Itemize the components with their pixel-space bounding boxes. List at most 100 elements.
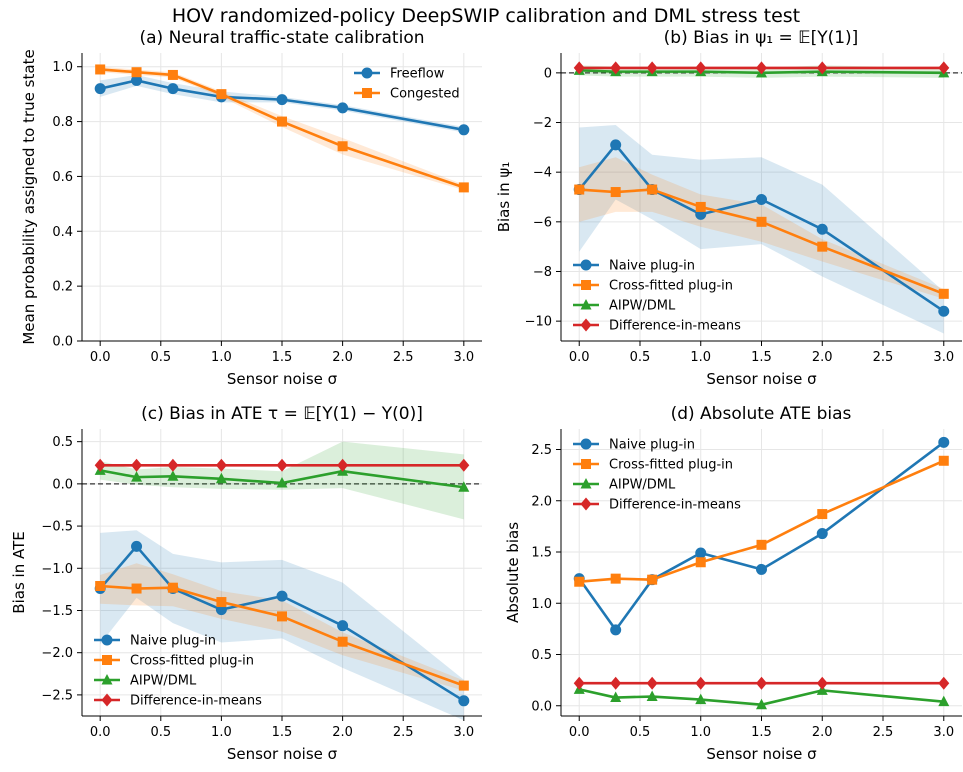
y-axis-label: Bias in ψ₁ xyxy=(495,162,513,233)
point-cross-fitted-plug-in xyxy=(458,680,469,691)
point-difference-in-means xyxy=(756,61,767,75)
band-naive-plug-in xyxy=(100,530,464,721)
legend-label-freeflow: Freeflow xyxy=(390,67,445,82)
point-cross-fitted-plug-in xyxy=(95,581,106,592)
point-naive-plug-in xyxy=(938,305,950,317)
y-tick-label: 0.0 xyxy=(52,477,73,492)
x-tick-label: 0.5 xyxy=(630,350,651,365)
x-tick-label: 3.0 xyxy=(453,350,474,365)
x-tick-label: 1.5 xyxy=(272,725,293,740)
point-congested xyxy=(458,182,469,193)
point-aipw-dml xyxy=(215,472,227,484)
point-congested xyxy=(131,67,142,78)
legend-marker-aipw-dml xyxy=(580,478,592,489)
point-freeflow xyxy=(276,94,288,106)
y-tick-label: −2.5 xyxy=(41,688,73,703)
point-difference-in-means xyxy=(756,676,767,690)
point-freeflow xyxy=(337,102,349,114)
point-naive-plug-in xyxy=(276,590,288,602)
point-difference-in-means xyxy=(458,458,470,472)
legend-label-cross-fitted-plug-in: Cross-fitted plug-in xyxy=(609,279,733,294)
point-difference-in-means xyxy=(816,676,828,690)
x-tick-label: 1.0 xyxy=(690,350,711,365)
point-difference-in-means xyxy=(94,458,106,472)
figure-suptitle: HOV randomized-policy DeepSWIP calibrati… xyxy=(172,5,800,27)
point-cross-fitted-plug-in xyxy=(277,611,287,622)
legend-label-difference-in-means: Difference-in-means xyxy=(609,319,741,334)
legend-marker-naive-plug-in xyxy=(580,259,592,271)
point-cross-fitted-plug-in xyxy=(610,187,621,198)
y-tick-label: 1.0 xyxy=(531,597,552,612)
point-cross-fitted-plug-in xyxy=(216,597,227,608)
point-naive-plug-in xyxy=(756,193,767,205)
point-aipw-dml xyxy=(458,481,470,492)
x-tick-label: 2.5 xyxy=(393,350,414,365)
point-congested xyxy=(337,141,348,152)
x-tick-label: 2.5 xyxy=(873,350,894,365)
point-cross-fitted-plug-in xyxy=(574,184,585,195)
y-tick-label: 1.5 xyxy=(531,546,552,561)
point-difference-in-means xyxy=(938,61,950,75)
legend: Freeflow Congested xyxy=(354,67,460,102)
x-axis-label: Sensor noise σ xyxy=(227,370,338,388)
legend-marker-difference-in-means xyxy=(101,693,113,707)
point-cross-fitted-plug-in xyxy=(647,574,658,585)
x-tick-label: 0.0 xyxy=(90,725,111,740)
legend-marker-naive-plug-in xyxy=(580,438,592,450)
y-tick-label: −4 xyxy=(533,166,552,181)
point-cross-fitted-plug-in xyxy=(167,582,178,593)
x-tick-label: 1.5 xyxy=(272,350,293,365)
point-difference-in-means xyxy=(695,676,707,690)
x-tick-label: 0.0 xyxy=(569,350,590,365)
legend-label-cross-fitted-plug-in: Cross-fitted plug-in xyxy=(609,458,733,473)
point-cross-fitted-plug-in xyxy=(938,288,949,299)
point-cross-fitted-plug-in xyxy=(938,455,949,466)
y-tick-label: −6 xyxy=(533,215,552,230)
x-tick-label: 1.0 xyxy=(211,725,232,740)
point-aipw-dml xyxy=(276,477,288,488)
legend-label-difference-in-means: Difference-in-means xyxy=(130,694,262,709)
point-naive-plug-in xyxy=(337,620,349,632)
point-aipw-dml xyxy=(610,691,622,703)
point-cross-fitted-plug-in xyxy=(817,241,828,252)
point-cross-fitted-plug-in xyxy=(695,557,706,568)
y-tick-label: −1.0 xyxy=(41,562,73,577)
point-naive-plug-in xyxy=(816,223,828,235)
panel-title: (c) Bias in ATE τ = 𝔼[Y(1) − Y(0)] xyxy=(141,404,423,424)
y-tick-label: −8 xyxy=(533,265,552,280)
legend-label-naive-plug-in: Naive plug-in xyxy=(609,438,695,453)
x-tick-label: 2.0 xyxy=(812,725,833,740)
point-cross-fitted-plug-in xyxy=(695,201,706,212)
x-tick-label: 1.0 xyxy=(690,725,711,740)
legend-marker-aipw-dml xyxy=(580,299,592,310)
x-tick-label: 0.5 xyxy=(630,725,651,740)
legend-marker-cross-fitted-plug-in xyxy=(581,280,591,290)
point-cross-fitted-plug-in xyxy=(817,509,828,520)
point-difference-in-means xyxy=(131,458,143,472)
point-aipw-dml xyxy=(938,695,950,707)
legend-label-naive-plug-in: Naive plug-in xyxy=(130,634,216,649)
y-tick-label: −2 xyxy=(533,116,552,131)
point-difference-in-means xyxy=(337,458,349,472)
x-tick-label: 1.5 xyxy=(751,350,772,365)
panel-d: 0.0 0.5 1.0 1.5 2.0 2.5 3.0 0.0 0.5 1.0 1.5 2.0 2.5 (… xyxy=(504,404,962,763)
y-tick-label: 2.5 xyxy=(531,443,552,458)
point-freeflow xyxy=(167,83,179,95)
point-naive-plug-in xyxy=(816,528,828,540)
point-naive-plug-in xyxy=(695,547,707,559)
legend-marker-difference-in-means xyxy=(580,318,592,332)
point-congested xyxy=(167,69,178,80)
point-naive-plug-in xyxy=(938,436,950,448)
point-difference-in-means xyxy=(610,676,622,690)
legend-marker-cross-fitted-plug-in xyxy=(102,655,112,665)
point-naive-plug-in xyxy=(610,624,622,636)
x-tick-label: 1.5 xyxy=(751,725,772,740)
y-tick-label: 0.5 xyxy=(52,435,73,450)
panel-c: 0.0 0.5 1.0 1.5 2.0 2.5 3.0 −2.5 −2.0 −1.5 −1.0 −0.… xyxy=(10,404,482,763)
y-tick-label: −1.5 xyxy=(41,604,73,619)
point-difference-in-means xyxy=(167,458,179,472)
point-congested xyxy=(216,89,227,100)
legend-marker-difference-in-means xyxy=(580,497,592,511)
point-cross-fitted-plug-in xyxy=(610,573,621,584)
